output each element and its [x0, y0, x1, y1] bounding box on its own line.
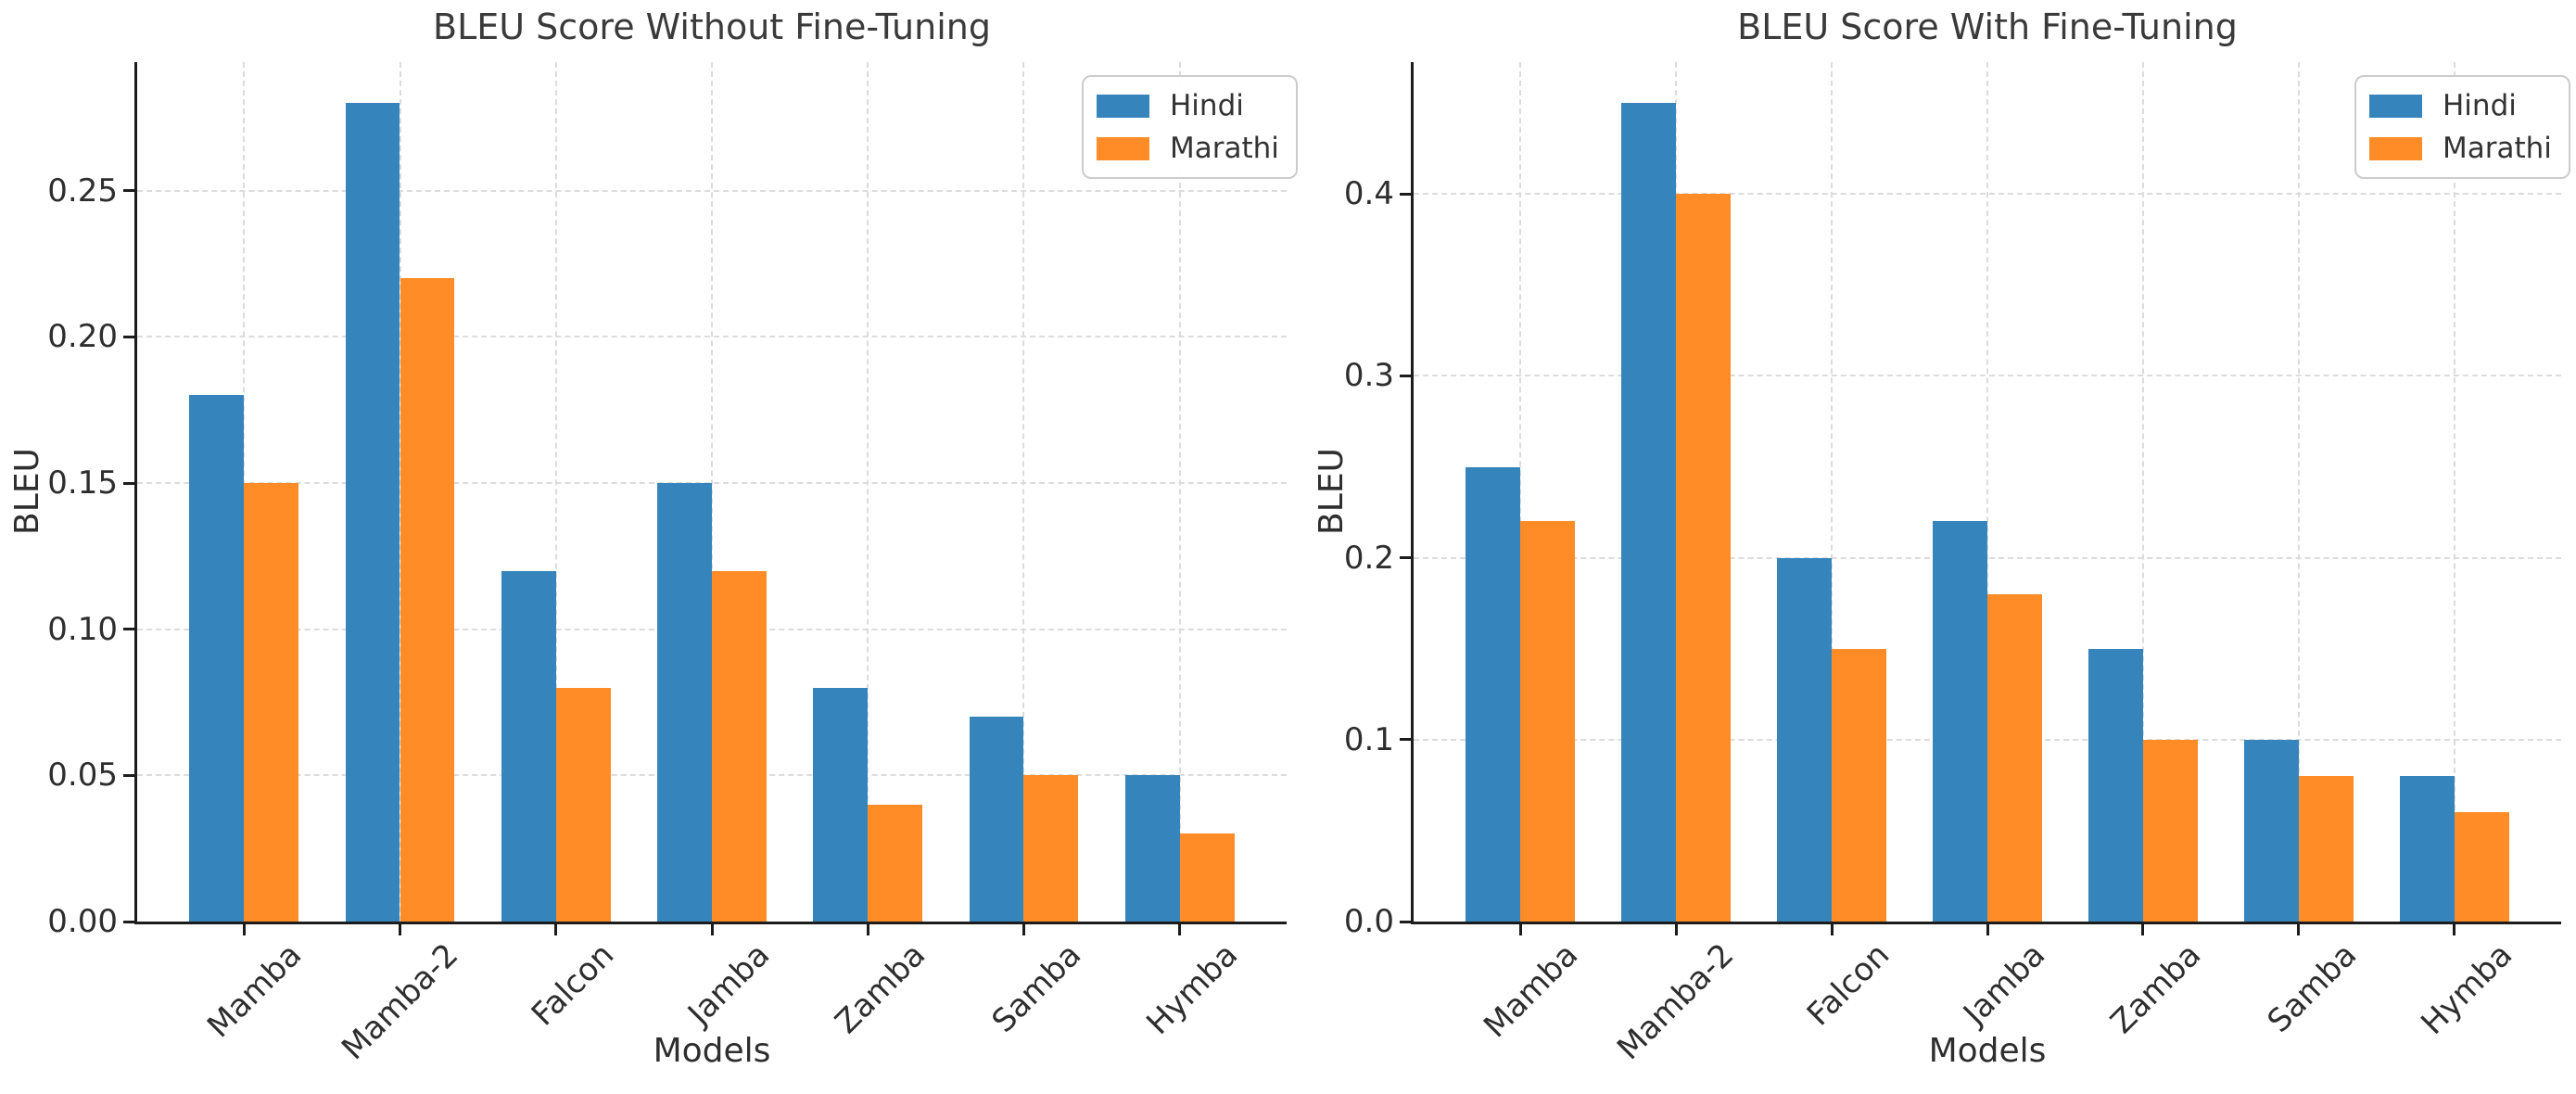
y-tick-mark — [123, 189, 134, 193]
y-tick-mark — [1400, 920, 1411, 923]
bar-hindi-mamba-2 — [1621, 103, 1677, 922]
y-tick-mark — [1400, 192, 1411, 196]
v-gridline — [1178, 62, 1181, 922]
y-tick-label: 0.20 — [47, 318, 118, 356]
x-axis-label: Models — [1928, 1032, 2047, 1070]
bar-hindi-falcon — [501, 570, 556, 922]
legend-label: Marathi — [1170, 132, 1279, 165]
x-tick-mark — [1518, 924, 1522, 935]
y-tick-label: 0.4 — [1343, 175, 1394, 213]
x-axis-spine — [1411, 922, 2561, 924]
v-gridline — [2453, 62, 2455, 922]
y-tick-label: 0.15 — [47, 464, 118, 502]
bar-hindi-samba — [2244, 739, 2299, 922]
y-tick-label: 0.3 — [1343, 357, 1394, 395]
y-tick-mark — [123, 773, 134, 777]
bar-marathi-mamba — [1520, 521, 1575, 922]
x-axis-spine — [134, 922, 1287, 924]
y-tick-label: 0.10 — [47, 610, 118, 648]
bar-hindi-falcon — [1777, 557, 1832, 922]
x-tick-mark — [1674, 924, 1678, 935]
x-tick-mark — [242, 924, 246, 935]
y-tick-label: 0.0 — [1343, 903, 1394, 940]
x-tick-mark — [1830, 924, 1834, 935]
x-tick-mark — [554, 924, 558, 935]
y-tick-label: 0.25 — [47, 172, 118, 210]
bar-hindi-hymba — [1124, 775, 1180, 922]
y-tick-mark — [1400, 374, 1411, 377]
x-tick-mark — [2453, 924, 2456, 935]
bar-hindi-zamba — [2088, 648, 2143, 922]
bar-marathi-mamba-2 — [400, 278, 455, 922]
legend-swatch-marathi — [1097, 136, 1149, 160]
y-tick-mark — [123, 335, 134, 338]
legend-item-hindi: Hindi — [1095, 85, 1281, 126]
x-tick-mark — [1178, 924, 1182, 935]
v-gridline — [2297, 62, 2300, 922]
legend-label: Marathi — [2443, 132, 2552, 165]
bar-marathi-jamba — [712, 570, 767, 922]
x-tick-mark — [399, 924, 401, 935]
bar-marathi-hymba — [1179, 833, 1235, 922]
legend: Hindi Marathi — [1082, 75, 1298, 179]
y-tick-label: 0.1 — [1343, 720, 1394, 758]
bar-hindi-zamba — [813, 687, 869, 922]
bar-marathi-falcon — [1832, 648, 1886, 922]
y-tick-mark — [123, 920, 134, 923]
legend-swatch-hindi — [2369, 94, 2422, 118]
legend: Hindi Marathi — [2354, 75, 2570, 179]
y-tick-mark — [1400, 556, 1411, 560]
bar-marathi-falcon — [555, 687, 611, 922]
x-tick-mark — [866, 924, 869, 935]
bar-marathi-samba — [1023, 775, 1079, 922]
chart-title: BLEU Score With Fine-Tuning — [1737, 6, 2238, 47]
bar-hindi-jamba — [1933, 521, 1987, 922]
legend-label: Hindi — [2443, 89, 2517, 122]
v-gridline — [1986, 62, 1988, 922]
v-gridline — [867, 62, 869, 922]
x-axis-label: Models — [653, 1032, 771, 1070]
bar-marathi-zamba — [868, 804, 923, 922]
bar-hindi-samba — [969, 717, 1024, 922]
bar-hindi-mamba — [189, 395, 245, 922]
y-tick-mark — [1400, 738, 1411, 742]
y-tick-label: 0.05 — [47, 757, 118, 795]
bar-marathi-mamba-2 — [1676, 194, 1731, 922]
x-tick-mark — [2141, 924, 2145, 935]
bar-marathi-mamba — [244, 483, 299, 922]
legend-item-hindi: Hindi — [2367, 85, 2554, 126]
bar-hindi-mamba — [1466, 466, 1521, 922]
v-gridline — [711, 62, 713, 922]
x-tick-mark — [710, 924, 714, 935]
y-tick-mark — [123, 628, 134, 631]
bar-marathi-samba — [2298, 776, 2354, 922]
v-gridline — [1022, 62, 1025, 922]
bar-marathi-hymba — [2454, 812, 2509, 922]
v-gridline — [554, 62, 557, 922]
y-axis-spine — [134, 62, 137, 924]
bar-hindi-hymba — [2400, 776, 2455, 922]
y-tick-mark — [123, 481, 134, 485]
bar-hindi-jamba — [657, 483, 712, 922]
y-tick-label: 0.2 — [1343, 539, 1394, 577]
bar-marathi-zamba — [2142, 739, 2198, 922]
y-axis-spine — [1411, 62, 1414, 924]
y-tick-label: 0.00 — [47, 903, 118, 940]
chart-title: BLEU Score Without Fine-Tuning — [433, 6, 991, 47]
x-tick-mark — [1022, 924, 1025, 935]
bar-marathi-jamba — [1987, 593, 2042, 922]
legend-swatch-marathi — [2369, 136, 2422, 160]
bar-hindi-mamba-2 — [345, 103, 400, 922]
legend-label: Hindi — [1170, 89, 1244, 122]
legend-swatch-hindi — [1097, 94, 1149, 118]
v-gridline — [1519, 62, 1522, 922]
v-gridline — [2141, 62, 2144, 922]
x-tick-mark — [2297, 924, 2301, 935]
x-tick-mark — [1986, 924, 1989, 935]
legend-item-marathi: Marathi — [2367, 128, 2554, 169]
legend-item-marathi: Marathi — [1095, 128, 1281, 169]
v-gridline — [1831, 62, 1834, 922]
